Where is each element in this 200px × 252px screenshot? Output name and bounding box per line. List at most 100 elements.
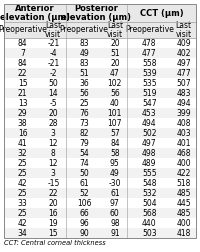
Bar — [4, 148, 196, 158]
Text: 483: 483 — [177, 88, 191, 98]
Bar — [4, 168, 196, 178]
Text: 82: 82 — [79, 129, 89, 138]
Text: 25: 25 — [18, 159, 27, 168]
Text: 503: 503 — [142, 229, 157, 237]
Text: 539: 539 — [142, 69, 157, 78]
Text: 98: 98 — [110, 218, 120, 228]
Text: 16: 16 — [18, 129, 27, 138]
Text: 101: 101 — [108, 109, 122, 117]
Text: 33: 33 — [18, 199, 27, 207]
Text: 90: 90 — [79, 229, 89, 237]
Text: 12: 12 — [49, 159, 58, 168]
Text: -21: -21 — [47, 58, 59, 68]
Text: 61: 61 — [110, 188, 120, 198]
Text: -21: -21 — [47, 39, 59, 47]
Text: 568: 568 — [142, 208, 157, 217]
Text: 497: 497 — [142, 139, 157, 147]
Text: 41: 41 — [18, 139, 27, 147]
Text: 555: 555 — [142, 169, 157, 177]
Text: 57: 57 — [110, 129, 120, 138]
Text: 468: 468 — [177, 148, 191, 158]
Text: 79: 79 — [79, 139, 89, 147]
Text: Preoperative: Preoperative — [125, 25, 174, 35]
Bar — [4, 128, 196, 138]
Text: 399: 399 — [176, 109, 191, 117]
Bar — [4, 38, 196, 48]
Bar — [4, 88, 196, 98]
Text: Last
visit: Last visit — [176, 21, 192, 39]
Text: -4: -4 — [50, 48, 57, 57]
Text: 418: 418 — [177, 229, 191, 237]
Text: 42: 42 — [18, 218, 27, 228]
Text: 25: 25 — [18, 188, 27, 198]
Text: 489: 489 — [142, 159, 157, 168]
Bar — [4, 188, 196, 198]
Text: -2: -2 — [50, 69, 57, 78]
Bar — [4, 22, 196, 38]
Text: 25: 25 — [18, 169, 27, 177]
Text: 3: 3 — [51, 169, 56, 177]
Text: Posterior
elevation (μm): Posterior elevation (μm) — [61, 4, 131, 22]
Text: 91: 91 — [110, 229, 120, 237]
Bar — [4, 158, 196, 168]
Text: 13: 13 — [18, 99, 27, 108]
Text: 497: 497 — [176, 58, 191, 68]
Text: 7: 7 — [20, 48, 25, 57]
Bar — [4, 218, 196, 228]
Text: 532: 532 — [142, 188, 157, 198]
Text: 83: 83 — [79, 58, 89, 68]
Bar — [4, 228, 196, 238]
Text: 50: 50 — [48, 79, 58, 87]
Text: 494: 494 — [176, 99, 191, 108]
Text: 15: 15 — [18, 79, 27, 87]
Text: 42: 42 — [18, 178, 27, 187]
Bar — [4, 208, 196, 218]
Text: -5: -5 — [50, 99, 57, 108]
Text: 400: 400 — [176, 218, 191, 228]
Text: 485: 485 — [177, 208, 191, 217]
Text: 403: 403 — [176, 129, 191, 138]
Bar — [4, 78, 196, 88]
Text: 504: 504 — [142, 199, 157, 207]
Text: 47: 47 — [110, 69, 120, 78]
Text: 453: 453 — [142, 109, 157, 117]
Bar — [4, 118, 196, 128]
Text: 494: 494 — [142, 118, 157, 128]
Text: 106: 106 — [77, 199, 91, 207]
Text: 19: 19 — [49, 218, 58, 228]
Text: 74: 74 — [79, 159, 89, 168]
Text: 445: 445 — [176, 199, 191, 207]
Text: 507: 507 — [176, 79, 191, 87]
Text: 84: 84 — [110, 139, 120, 147]
Text: 83: 83 — [79, 39, 89, 47]
Text: 548: 548 — [142, 178, 157, 187]
Text: 36: 36 — [79, 79, 89, 87]
Text: Last
visit: Last visit — [45, 21, 61, 39]
Text: 22: 22 — [49, 188, 58, 198]
Bar — [4, 68, 196, 78]
Bar — [4, 198, 196, 208]
Text: CCT: Central corneal thickness: CCT: Central corneal thickness — [4, 240, 106, 246]
Text: 20: 20 — [110, 58, 120, 68]
Text: 422: 422 — [177, 169, 191, 177]
Text: 16: 16 — [49, 208, 58, 217]
Bar — [4, 58, 196, 68]
Text: 28: 28 — [49, 118, 58, 128]
Text: 409: 409 — [176, 39, 191, 47]
Bar — [4, 178, 196, 188]
Text: 84: 84 — [18, 39, 27, 47]
Text: 518: 518 — [177, 178, 191, 187]
Text: 440: 440 — [142, 218, 157, 228]
Bar — [4, 48, 196, 58]
Text: 22: 22 — [18, 69, 27, 78]
Text: 73: 73 — [79, 118, 89, 128]
Text: Preoperative: Preoperative — [60, 25, 109, 35]
Text: 20: 20 — [49, 109, 58, 117]
Text: 96: 96 — [79, 218, 89, 228]
Text: Preoperative: Preoperative — [0, 25, 47, 35]
Text: 56: 56 — [79, 88, 89, 98]
Text: 34: 34 — [18, 229, 27, 237]
Text: 66: 66 — [79, 208, 89, 217]
Text: 84: 84 — [18, 58, 27, 68]
Text: 402: 402 — [177, 48, 191, 57]
